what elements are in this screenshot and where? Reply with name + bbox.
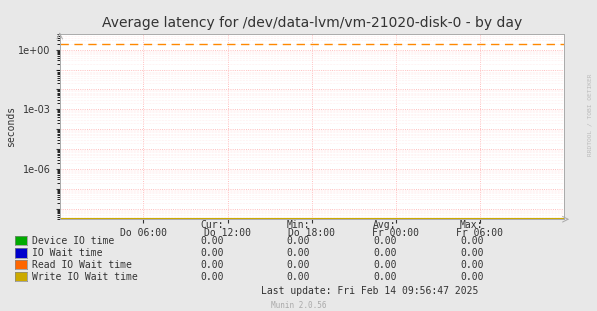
Text: RRDTOOL / TOBI OETIKER: RRDTOOL / TOBI OETIKER bbox=[587, 74, 592, 156]
Text: Max:: Max: bbox=[460, 220, 484, 230]
Title: Average latency for /dev/data-lvm/vm-21020-disk-0 - by day: Average latency for /dev/data-lvm/vm-210… bbox=[102, 16, 522, 30]
Text: IO Wait time: IO Wait time bbox=[32, 248, 102, 258]
Text: Cur:: Cur: bbox=[200, 220, 224, 230]
Text: 0.00: 0.00 bbox=[200, 248, 224, 258]
Text: Min:: Min: bbox=[287, 220, 310, 230]
Text: 0.00: 0.00 bbox=[460, 248, 484, 258]
Text: 0.00: 0.00 bbox=[200, 236, 224, 246]
Text: Avg:: Avg: bbox=[373, 220, 397, 230]
Text: 0.00: 0.00 bbox=[287, 236, 310, 246]
Text: 0.00: 0.00 bbox=[287, 260, 310, 270]
Text: 0.00: 0.00 bbox=[460, 236, 484, 246]
Text: 0.00: 0.00 bbox=[460, 272, 484, 282]
Text: 0.00: 0.00 bbox=[373, 260, 397, 270]
Text: 0.00: 0.00 bbox=[200, 272, 224, 282]
Text: Device IO time: Device IO time bbox=[32, 236, 114, 246]
Text: 0.00: 0.00 bbox=[287, 248, 310, 258]
Text: Munin 2.0.56: Munin 2.0.56 bbox=[271, 301, 326, 310]
Y-axis label: seconds: seconds bbox=[5, 106, 16, 147]
Text: 0.00: 0.00 bbox=[373, 272, 397, 282]
Text: 0.00: 0.00 bbox=[200, 260, 224, 270]
Text: 0.00: 0.00 bbox=[460, 260, 484, 270]
Text: 0.00: 0.00 bbox=[287, 272, 310, 282]
Text: 0.00: 0.00 bbox=[373, 248, 397, 258]
Text: 0.00: 0.00 bbox=[373, 236, 397, 246]
Text: Write IO Wait time: Write IO Wait time bbox=[32, 272, 137, 282]
Text: Read IO Wait time: Read IO Wait time bbox=[32, 260, 131, 270]
Text: Last update: Fri Feb 14 09:56:47 2025: Last update: Fri Feb 14 09:56:47 2025 bbox=[261, 286, 479, 296]
